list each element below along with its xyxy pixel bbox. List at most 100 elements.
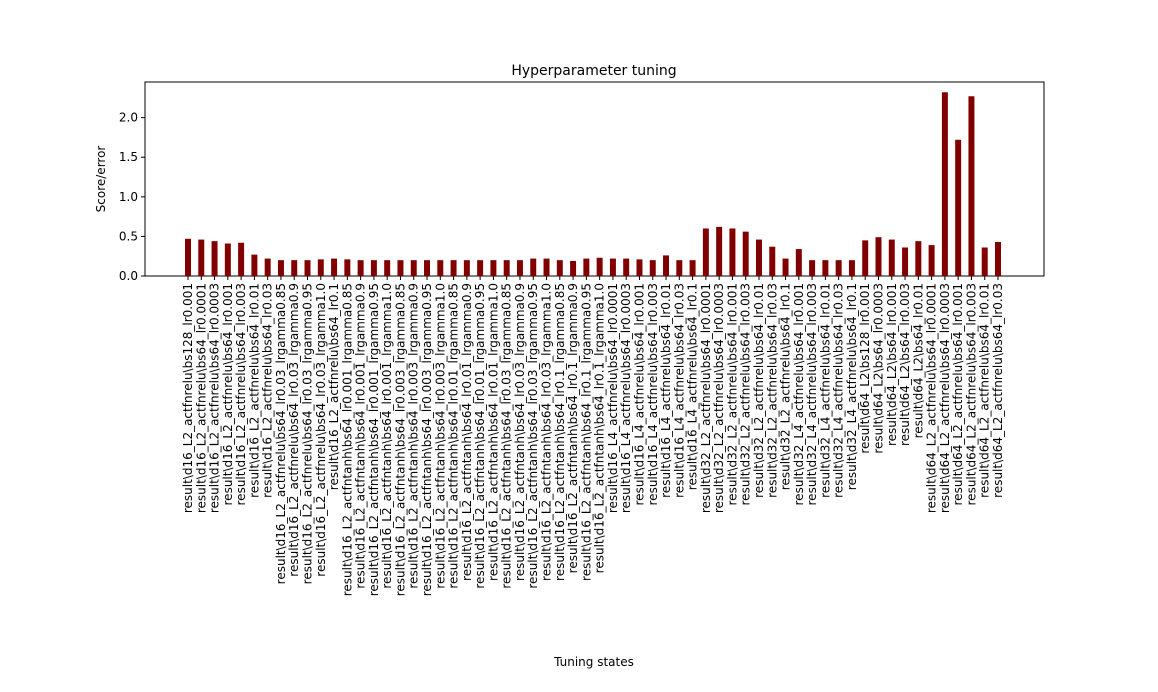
x-tick-label: result\d16_L2_actfntanh\bs64_lr0.01_lrga… — [473, 283, 487, 589]
bar — [503, 260, 510, 276]
x-tick-label: result\d32_L4_actfnrelu\bs64_lr0.003 — [805, 283, 819, 505]
x-tick-label: result\d16_L2_actfnrelu\bs64_lr0.1 — [327, 283, 341, 490]
bar — [516, 260, 523, 276]
x-tick-label: result\d16_L4_actfnrelu\bs64_lr0.1 — [686, 283, 700, 490]
bar — [742, 231, 749, 276]
bar — [968, 96, 975, 277]
bar — [636, 259, 643, 276]
bar — [663, 255, 670, 276]
x-tick-label: result\d16_L2_actfnrelu\bs64_lr0.0001 — [194, 283, 208, 513]
x-tick-label: result\d16_L2_actfntanh\bs64_lr0.003_lrg… — [393, 283, 407, 596]
bar — [902, 247, 909, 276]
bar — [437, 260, 444, 276]
bar — [769, 246, 776, 276]
bar — [702, 228, 709, 276]
x-tick-label: result\d32_L2_actfnrelu\bs64_lr0.03 — [765, 283, 779, 498]
x-tick-label: result\d16_L2_actfnrelu\bs64_lr0.001 — [221, 283, 235, 505]
bar — [198, 239, 205, 276]
x-tick-label: result\d32_L2_actfnrelu\bs64_lr0.1 — [779, 283, 793, 490]
bar — [357, 260, 364, 276]
bar — [795, 249, 802, 276]
bar — [809, 260, 816, 276]
x-tick-label: result\d64_L2_actfnrelu\bs64_lr0.003 — [964, 283, 978, 505]
bar — [477, 260, 484, 276]
bar — [649, 260, 656, 276]
bar — [676, 260, 683, 276]
x-tick-label: result\d16_L2_actfnrelu\bs64_lr0.0003 — [208, 283, 222, 513]
bar — [995, 241, 1001, 276]
x-tick-label: result\d16_L4_actfnrelu\bs64_lr0.0003 — [619, 283, 633, 513]
y-axis-label: Score/error — [94, 146, 108, 213]
y-tick-label: 1.0 — [119, 190, 138, 204]
bar — [450, 260, 457, 276]
bar — [251, 254, 258, 276]
bar — [729, 228, 736, 276]
bar — [384, 260, 391, 276]
x-tick-label: result\d16_L2_actfntanh\bs64_lr0.01_lrga… — [460, 283, 474, 581]
x-tick-label: result\d16_L2_actfnrelu\bs64_lr0.03_lrga… — [314, 283, 328, 577]
x-tick-label: result\d16_L4_actfnrelu\bs64_lr0.001 — [632, 283, 646, 505]
x-tick-label: result\d32_L2_actfnrelu\bs64_lr0.01 — [752, 283, 766, 498]
x-tick-label: result\d16_L2_actfntanh\bs64_lr0.01_lrga… — [447, 283, 461, 589]
x-tick-label: result\d32_L2_actfnrelu\bs64_lr0.001 — [725, 283, 739, 505]
bar — [941, 92, 948, 276]
bar — [862, 240, 869, 276]
bar — [317, 259, 324, 276]
bar — [822, 260, 829, 276]
bar — [264, 258, 271, 276]
x-tick-label: result\d16_L2_actfnrelu\bs64_lr0.03_lrga… — [274, 283, 288, 584]
x-tick-label: result\d16_L2_actfnrelu\bs128_lr0.001 — [181, 283, 195, 513]
bar — [583, 258, 590, 276]
x-tick-label: result\d16_L2_actfntanh\bs64_lr0.1_lrgam… — [566, 283, 580, 573]
bar — [304, 260, 311, 276]
x-tick-label: result\d32_L4_actfnrelu\bs64_lr0.001 — [792, 283, 806, 505]
bar — [596, 257, 603, 276]
x-tick-label: result\d16_L2_actfntanh\bs64_lr0.03_lrga… — [513, 283, 527, 581]
x-tick-label: result\d16_L2_actfntanh\bs64_lr0.03_lrga… — [526, 283, 540, 589]
y-tick-label: 1.5 — [119, 150, 138, 164]
bar — [410, 260, 417, 276]
bar — [915, 241, 922, 276]
x-tick-label: result\d16_L4_actfnrelu\bs64_lr0.01 — [659, 283, 673, 498]
bar — [344, 259, 351, 276]
bar — [888, 239, 895, 276]
bar — [782, 258, 789, 276]
x-tick-label: result\d32_L4_actfnrelu\bs64_lr0.03 — [832, 283, 846, 498]
x-axis-label: Tuning states — [553, 655, 634, 669]
x-tick-label: result\d16_L2_actfntanh\bs64_lr0.1_lrgam… — [593, 283, 607, 573]
bar — [556, 260, 563, 276]
bar — [291, 260, 298, 276]
bar — [875, 237, 882, 276]
x-tick-label: result\d64_L2_actfnrelu\bs64_lr0.03 — [991, 283, 1005, 498]
y-tick-label: 0.5 — [119, 229, 138, 243]
x-tick-label: result\d16_L2_actfnrelu\bs64_lr0.03 — [261, 283, 275, 498]
bar — [609, 258, 616, 276]
x-tick-label: result\d64_L2_actfnrelu\bs64_lr0.0001 — [925, 283, 939, 513]
bar — [277, 260, 284, 276]
bar — [490, 260, 497, 276]
x-tick-label: result\d16_L2_actfntanh\bs64_lr0.003_lrg… — [420, 283, 434, 596]
bar — [848, 260, 855, 276]
x-tick-label: result\d16_L2_actfntanh\bs64_lr0.03_lrga… — [540, 283, 554, 581]
x-tick-label: result\d16_L2_actfntanh\bs64_lr0.003_lrg… — [407, 283, 421, 589]
bar — [981, 247, 988, 276]
bar — [238, 242, 245, 276]
x-tick-label: result\d16_L4_actfnrelu\bs64_lr0.0001 — [606, 283, 620, 513]
y-tick-label: 0.0 — [119, 269, 138, 283]
bar — [224, 243, 231, 276]
x-tick-label: result\d64_L2_actfnrelu\bs64_lr0.01 — [978, 283, 992, 498]
bar — [370, 260, 377, 276]
bar — [689, 260, 696, 276]
bar — [955, 139, 962, 276]
bar — [530, 258, 537, 276]
x-tick-label: result\d64_L2\bs64_lr0.003 — [898, 283, 912, 446]
bar — [211, 241, 218, 276]
x-tick-label: result\d32_L4_actfnrelu\bs64_lr0.1 — [845, 283, 859, 490]
bar — [623, 258, 630, 276]
x-tick-label: result\d16_L2_actfntanh\bs64_lr0.003_lrg… — [433, 283, 447, 589]
x-tick-label: result\d64_L2\bs128_lr0.001 — [858, 283, 872, 454]
x-tick-label: result\d16_L4_actfnrelu\bs64_lr0.003 — [646, 283, 660, 505]
bar — [570, 260, 577, 276]
plot-frame — [144, 81, 1045, 277]
